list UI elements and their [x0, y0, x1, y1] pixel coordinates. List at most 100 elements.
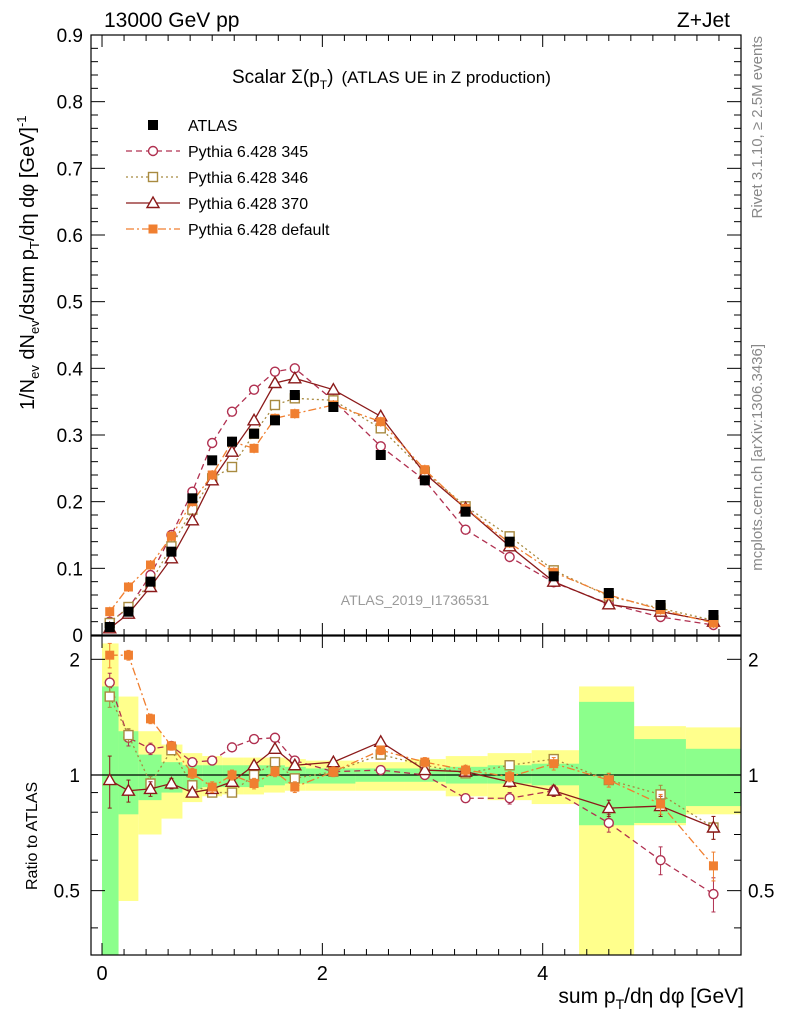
x-axis-label: sum pT/dη dφ [GeV] [558, 985, 744, 1012]
ratio-tick-label: 0.5 [54, 882, 80, 903]
series-point [226, 406, 238, 417]
series-point [269, 399, 281, 411]
legend-marker [148, 224, 158, 234]
ratio-point [269, 756, 281, 768]
ratio-point [267, 741, 283, 754]
series-point [123, 582, 133, 592]
ratio-point [504, 793, 515, 804]
data-point [269, 415, 280, 426]
legend-marker [147, 145, 159, 157]
ratio-point [708, 861, 718, 871]
series-point [164, 550, 179, 564]
ratio-panel: 0 2 4 0.5 0.5 1 1 2 2 [54, 635, 774, 985]
ratio-point [417, 762, 433, 776]
ratio-point [246, 757, 262, 771]
ratio-point [104, 691, 115, 702]
ratio-point [504, 760, 515, 771]
ratio-point [376, 745, 386, 755]
ratio-point [123, 729, 134, 741]
ratio-point [656, 799, 666, 809]
legend-label: Pythia 6.428 default [188, 222, 330, 239]
ratio-point [287, 757, 303, 771]
series-point [504, 551, 515, 563]
ratio-point [224, 774, 240, 787]
data-point [187, 493, 198, 504]
series-point [105, 607, 115, 617]
ratio-tick-label-right: 1 [748, 766, 759, 787]
main-panel: 0 0.1 0.2 0.3 0.4 0.5 0.6 0.7 0.8 0.9 [57, 26, 742, 647]
ratio-tick-label: 2 [69, 650, 80, 671]
legend-label: Pythia 6.428 346 [188, 170, 308, 187]
series-point [287, 370, 303, 384]
data-point [655, 600, 666, 610]
series-point [267, 375, 283, 389]
ratio-point [105, 650, 115, 660]
ratio-point [706, 820, 721, 833]
series-point [248, 384, 260, 395]
ratio-point [145, 743, 156, 754]
series-line [109, 397, 714, 624]
data-point [460, 506, 471, 517]
ratio-point [604, 775, 614, 785]
data-point [123, 606, 134, 617]
chart-title-text: Scalar Σ(pT) (ATLAS UE in Z production) [232, 67, 551, 92]
ratio-point [373, 734, 388, 748]
watermark: ATLAS_2019_I1736531 [341, 592, 490, 608]
header-right: Z+Jet [677, 9, 730, 32]
series-point [246, 412, 262, 426]
ratio-point [460, 793, 471, 804]
ratio-point [708, 888, 719, 900]
title-extra: (ATLAS UE in Z production) [341, 68, 550, 87]
legend-label: Pythia 6.428 370 [188, 196, 308, 213]
ratio-point [375, 764, 386, 776]
data-point [708, 610, 719, 620]
inner-band-2 [138, 754, 162, 801]
ratio-point [549, 759, 559, 769]
ratio-point [166, 741, 176, 751]
data-point [207, 455, 218, 466]
series-point [206, 437, 218, 449]
ratio-point [227, 770, 237, 780]
ratio-point [145, 714, 155, 724]
series-point [226, 461, 238, 473]
data-point [603, 588, 614, 598]
series-point [224, 444, 240, 457]
x-tick-label: 0 [96, 963, 107, 985]
legend-marker-data [148, 120, 158, 130]
ratio-point [164, 776, 179, 789]
y-tick-label: 0.9 [57, 26, 83, 47]
y-axis-label-text: 1/Nev dNev/dsum pT/dη dφ [GeV]-1 [14, 115, 42, 410]
ratio-tick-label-right: 2 [748, 650, 759, 671]
ratio-point [207, 782, 217, 792]
data-point [328, 402, 339, 412]
legend-marker [147, 171, 159, 183]
ratio-series-3 [105, 642, 718, 882]
ratio-point [143, 781, 158, 795]
ratio-tick-label-right: 0.5 [748, 882, 774, 903]
data-point [249, 428, 260, 439]
ratio-point [248, 733, 260, 745]
inner-band-0 [102, 686, 119, 955]
y-tick-label: 0.1 [57, 559, 83, 580]
y-tick-label: 0.8 [57, 93, 83, 114]
ratio-point [123, 650, 133, 660]
ratio-point [226, 787, 238, 798]
data-series [104, 390, 719, 632]
legend-label: Pythia 6.428 345 [188, 144, 308, 161]
chart-title: Scalar Σ(pT) (ATLAS UE in Z production) [232, 67, 551, 92]
ratio-point [187, 756, 198, 768]
x-axis-label-text: sum pT/dη dφ [GeV] [558, 985, 744, 1012]
data-point [504, 536, 515, 547]
ratio-point [206, 755, 218, 766]
ratio-series-2 [102, 734, 721, 840]
main-frame [90, 34, 742, 636]
data-point [145, 576, 156, 587]
y-tick-label: 0.5 [57, 293, 83, 314]
series-point [145, 560, 155, 570]
y-tick-label: 0.3 [57, 426, 83, 447]
y-tick-label: 0 [72, 626, 83, 647]
ratio-point [102, 772, 117, 786]
y-tick-label: 0.4 [57, 359, 84, 380]
ratio-tick-label: 1 [69, 766, 80, 787]
series-point [269, 366, 281, 377]
